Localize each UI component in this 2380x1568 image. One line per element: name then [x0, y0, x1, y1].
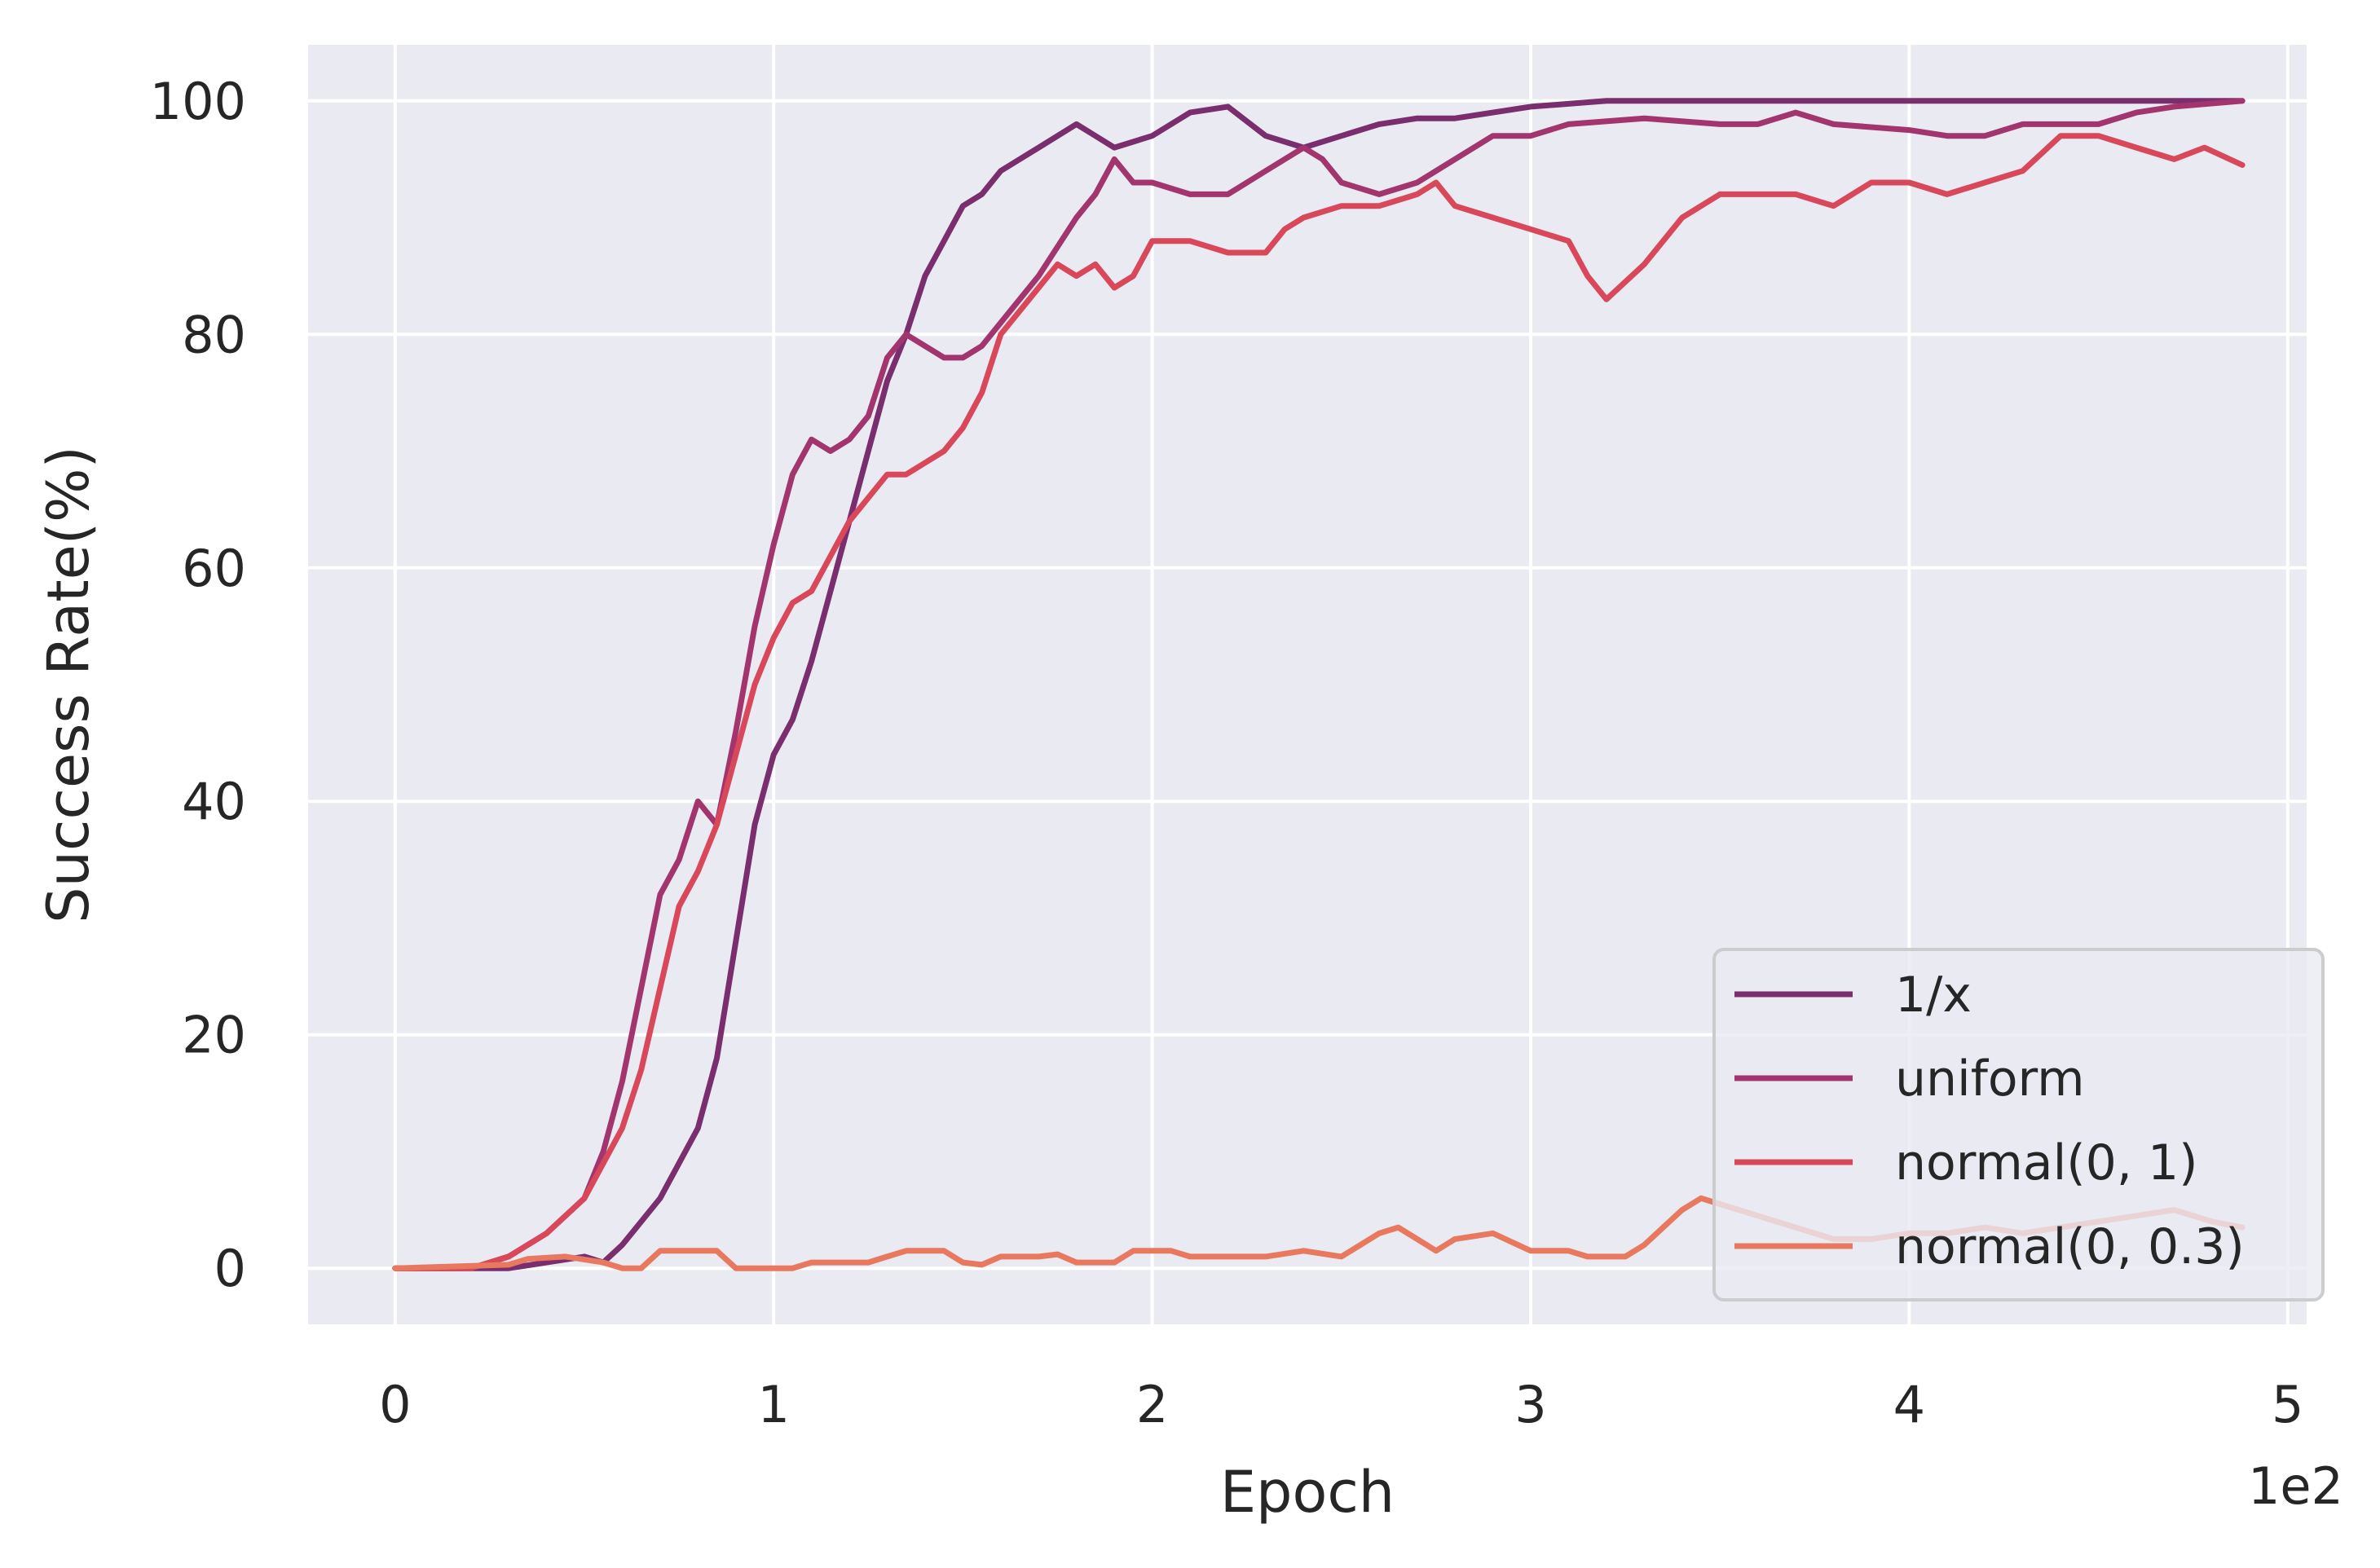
x-tick-label: 0 [379, 1375, 411, 1434]
y-tick-label: 20 [182, 1006, 246, 1065]
legend-label: uniform [1895, 1050, 2085, 1108]
x-tick-label: 3 [1514, 1375, 1546, 1434]
x-tick-label: 4 [1893, 1375, 1925, 1434]
y-tick-label: 0 [214, 1239, 246, 1298]
grid-lines [308, 45, 2307, 1324]
legend-label: normal(0, 1) [1895, 1134, 2198, 1191]
y-tick-label: 80 [182, 305, 246, 364]
y-tick-label: 60 [182, 539, 246, 598]
legend-label: 1/x [1895, 967, 1972, 1024]
x-tick-label: 5 [2272, 1375, 2303, 1434]
legend-label: normal(0, 0.3) [1895, 1218, 2245, 1275]
y-tick-label: 40 [182, 772, 246, 831]
legend: 1/x uniform normal(0, 1) normal(0, 0.3) [1712, 948, 2325, 1302]
x-axis-label: Epoch [1220, 1459, 1395, 1526]
axis-ticks: 0 1 2 3 4 5 0 20 40 60 80 100 [150, 72, 2304, 1434]
x-axis-offset-label: 1e2 [2248, 1456, 2343, 1516]
series-line [392, 133, 2246, 1271]
legend-box [1712, 948, 2325, 1302]
x-tick-label: 1 [757, 1375, 789, 1434]
series-line [392, 98, 2246, 1271]
y-tick-label: 100 [150, 72, 246, 131]
y-axis-label: Success Rate(%) [35, 446, 102, 923]
series-line [392, 98, 2246, 1271]
x-tick-label: 2 [1136, 1375, 1168, 1434]
